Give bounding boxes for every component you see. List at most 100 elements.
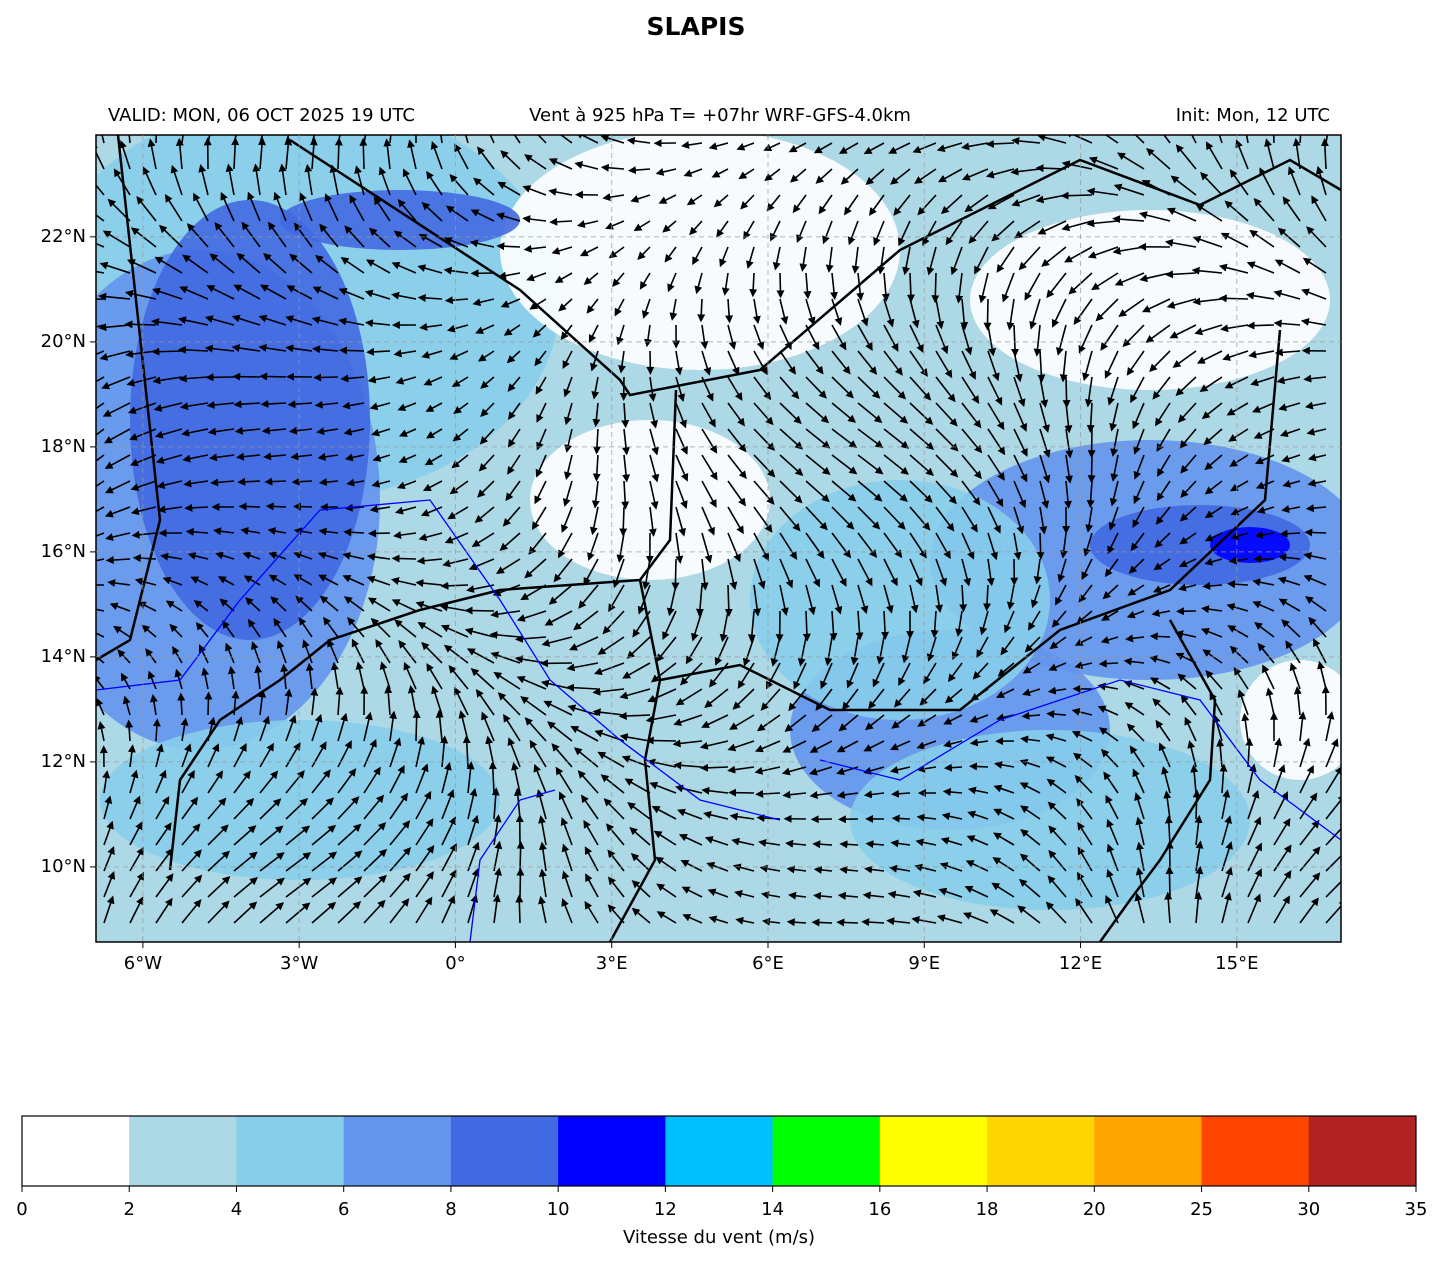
wind-arrow xyxy=(818,194,833,215)
wind-arrow xyxy=(259,825,284,846)
wind-arrow xyxy=(558,298,573,312)
wind-arrow xyxy=(551,246,573,255)
wind-arrow xyxy=(538,868,547,898)
wind-arrow xyxy=(448,665,469,690)
wind-arrow xyxy=(263,452,287,461)
wind-arrow xyxy=(779,558,794,589)
wind-arrow xyxy=(424,454,443,466)
wind-arrow xyxy=(909,480,933,503)
wind-arrow xyxy=(415,763,429,794)
wind-arrow xyxy=(930,610,939,639)
wind-arrow xyxy=(940,194,963,215)
wind-arrow xyxy=(181,823,201,846)
wind-arrow xyxy=(479,428,495,445)
wind-arrow xyxy=(820,662,833,690)
wind-arrow xyxy=(727,765,755,774)
wind-arrow xyxy=(721,272,730,296)
subtitle-left: VALID: MON, 06 OCT 2025 19 UTC xyxy=(108,105,415,126)
wind-arrow xyxy=(753,558,766,590)
wind-arrow xyxy=(697,298,706,323)
wind-arrow xyxy=(128,135,131,144)
wind-arrow xyxy=(480,402,495,417)
wind-arrow xyxy=(337,850,363,872)
wind-arrow xyxy=(368,529,391,538)
wind-arrow xyxy=(759,864,781,873)
colorbar-tick-label: 25 xyxy=(1190,1199,1213,1220)
wind-arrow xyxy=(809,740,833,753)
wind-arrow xyxy=(831,558,847,587)
wind-arrow xyxy=(968,762,989,771)
wind-arrow xyxy=(155,454,183,465)
wind-arrow xyxy=(207,743,220,768)
wind-arrow xyxy=(526,272,547,282)
wind-arrow xyxy=(152,376,183,385)
wind-arrow xyxy=(536,789,547,820)
wind-arrow xyxy=(310,687,319,716)
wind-arrow xyxy=(621,402,630,429)
wind-arrow xyxy=(493,867,502,898)
wind-arrow xyxy=(105,556,131,565)
wind-arrow xyxy=(198,164,209,196)
wind-arrow xyxy=(165,600,183,612)
wind-arrow xyxy=(207,900,230,924)
wind-arrow xyxy=(403,661,417,690)
wind-arrow xyxy=(209,453,235,462)
wind-arrow xyxy=(318,478,339,487)
wind-arrow xyxy=(346,478,365,487)
wind-arrow xyxy=(96,558,105,562)
wind-arrow xyxy=(344,503,365,512)
wind-arrow xyxy=(887,890,911,899)
wind-arrow xyxy=(622,454,631,483)
wind-arrow xyxy=(147,138,157,170)
wind-arrow xyxy=(935,532,951,560)
wind-arrow xyxy=(796,220,807,244)
wind-arrow xyxy=(805,428,831,449)
wind-arrow xyxy=(727,428,747,453)
wind-arrow xyxy=(193,600,209,612)
wind-arrow xyxy=(839,840,859,849)
wind-arrow xyxy=(573,610,599,631)
wind-arrow xyxy=(729,812,755,821)
wind-arrow xyxy=(727,480,746,507)
wind-arrow xyxy=(179,402,209,411)
wind-arrow xyxy=(363,738,377,768)
wind-arrow xyxy=(575,135,599,144)
colorbar-tick-label: 14 xyxy=(761,1199,784,1220)
wind-arrow xyxy=(779,298,789,325)
wind-arrow xyxy=(893,688,911,708)
wind-arrow xyxy=(344,453,365,462)
wind-arrow xyxy=(602,193,625,202)
wind-arrow xyxy=(370,617,391,638)
wind-arrow xyxy=(327,638,339,664)
x-tick-label: 3°E xyxy=(596,953,628,974)
wind-arrow xyxy=(779,376,800,400)
wind-arrow xyxy=(576,220,599,228)
wind-arrow xyxy=(857,532,878,559)
wind-arrow xyxy=(725,298,734,324)
wind-arrow xyxy=(181,899,202,924)
wind-arrow xyxy=(891,714,911,729)
wind-arrow xyxy=(316,427,339,436)
colorbar-tick-label: 18 xyxy=(976,1199,999,1220)
wind-arrow xyxy=(371,479,391,488)
wind-arrow xyxy=(815,688,833,712)
wind-arrow xyxy=(209,253,235,274)
wind-arrow xyxy=(683,168,703,177)
wind-arrow xyxy=(507,428,521,448)
wind-arrow xyxy=(740,194,755,210)
wind-arrow xyxy=(580,794,599,820)
wind-arrow xyxy=(445,205,469,222)
wind-arrow xyxy=(136,195,157,222)
wind-arrow xyxy=(600,774,625,794)
wind-arrow xyxy=(561,898,573,924)
wind-arrow xyxy=(151,347,183,356)
wind-arrow xyxy=(368,227,391,248)
wind-arrow xyxy=(506,350,521,364)
wind-arrow xyxy=(822,220,833,245)
wind-arrow xyxy=(727,324,737,350)
colorbar-tick-label: 4 xyxy=(231,1199,242,1220)
wind-arrow xyxy=(105,532,131,541)
wind-arrow xyxy=(562,350,573,370)
wind-arrow xyxy=(536,428,547,451)
wind-arrow xyxy=(233,851,258,872)
